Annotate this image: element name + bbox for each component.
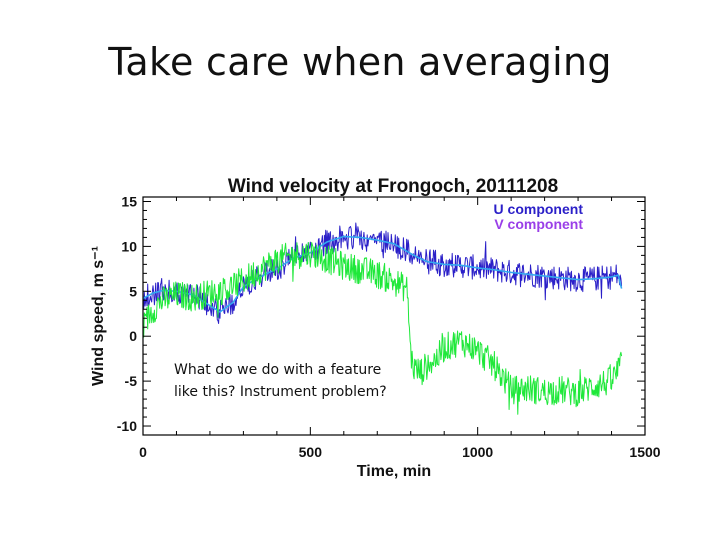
chart-title: Wind velocity at Frongoch, 20111208 <box>228 176 558 197</box>
x-tick-label: 0 <box>139 444 147 460</box>
v-component-line <box>142 242 623 415</box>
axis-ticks: 0 500 1000 1500 -10 -5 0 5 10 15 <box>117 193 661 460</box>
x-axis-label: Time, min <box>357 463 431 480</box>
x-tick-label: 1000 <box>462 444 493 460</box>
u-component-line <box>142 222 623 324</box>
y-axis-label: Wind speed, m s⁻¹ <box>90 246 107 386</box>
x-tick-label: 1500 <box>629 444 660 460</box>
plot-frame <box>142 196 646 436</box>
legend-v-component: V component <box>494 216 583 232</box>
annotation-callout: What do we do with a feature like this? … <box>168 357 404 405</box>
u-component-smoothed-line <box>142 235 623 313</box>
y-tick-label: -5 <box>125 373 138 389</box>
y-tick-label: 15 <box>121 193 137 209</box>
legend-u-component: U component <box>494 201 584 217</box>
plot-series <box>142 222 623 415</box>
y-tick-label: 5 <box>129 283 137 299</box>
slide-title: Take care when averaging <box>108 40 612 84</box>
y-tick-label: 0 <box>129 328 137 344</box>
y-tick-label: -10 <box>117 418 137 434</box>
y-tick-label: 10 <box>121 238 137 254</box>
x-tick-label: 500 <box>299 444 323 460</box>
